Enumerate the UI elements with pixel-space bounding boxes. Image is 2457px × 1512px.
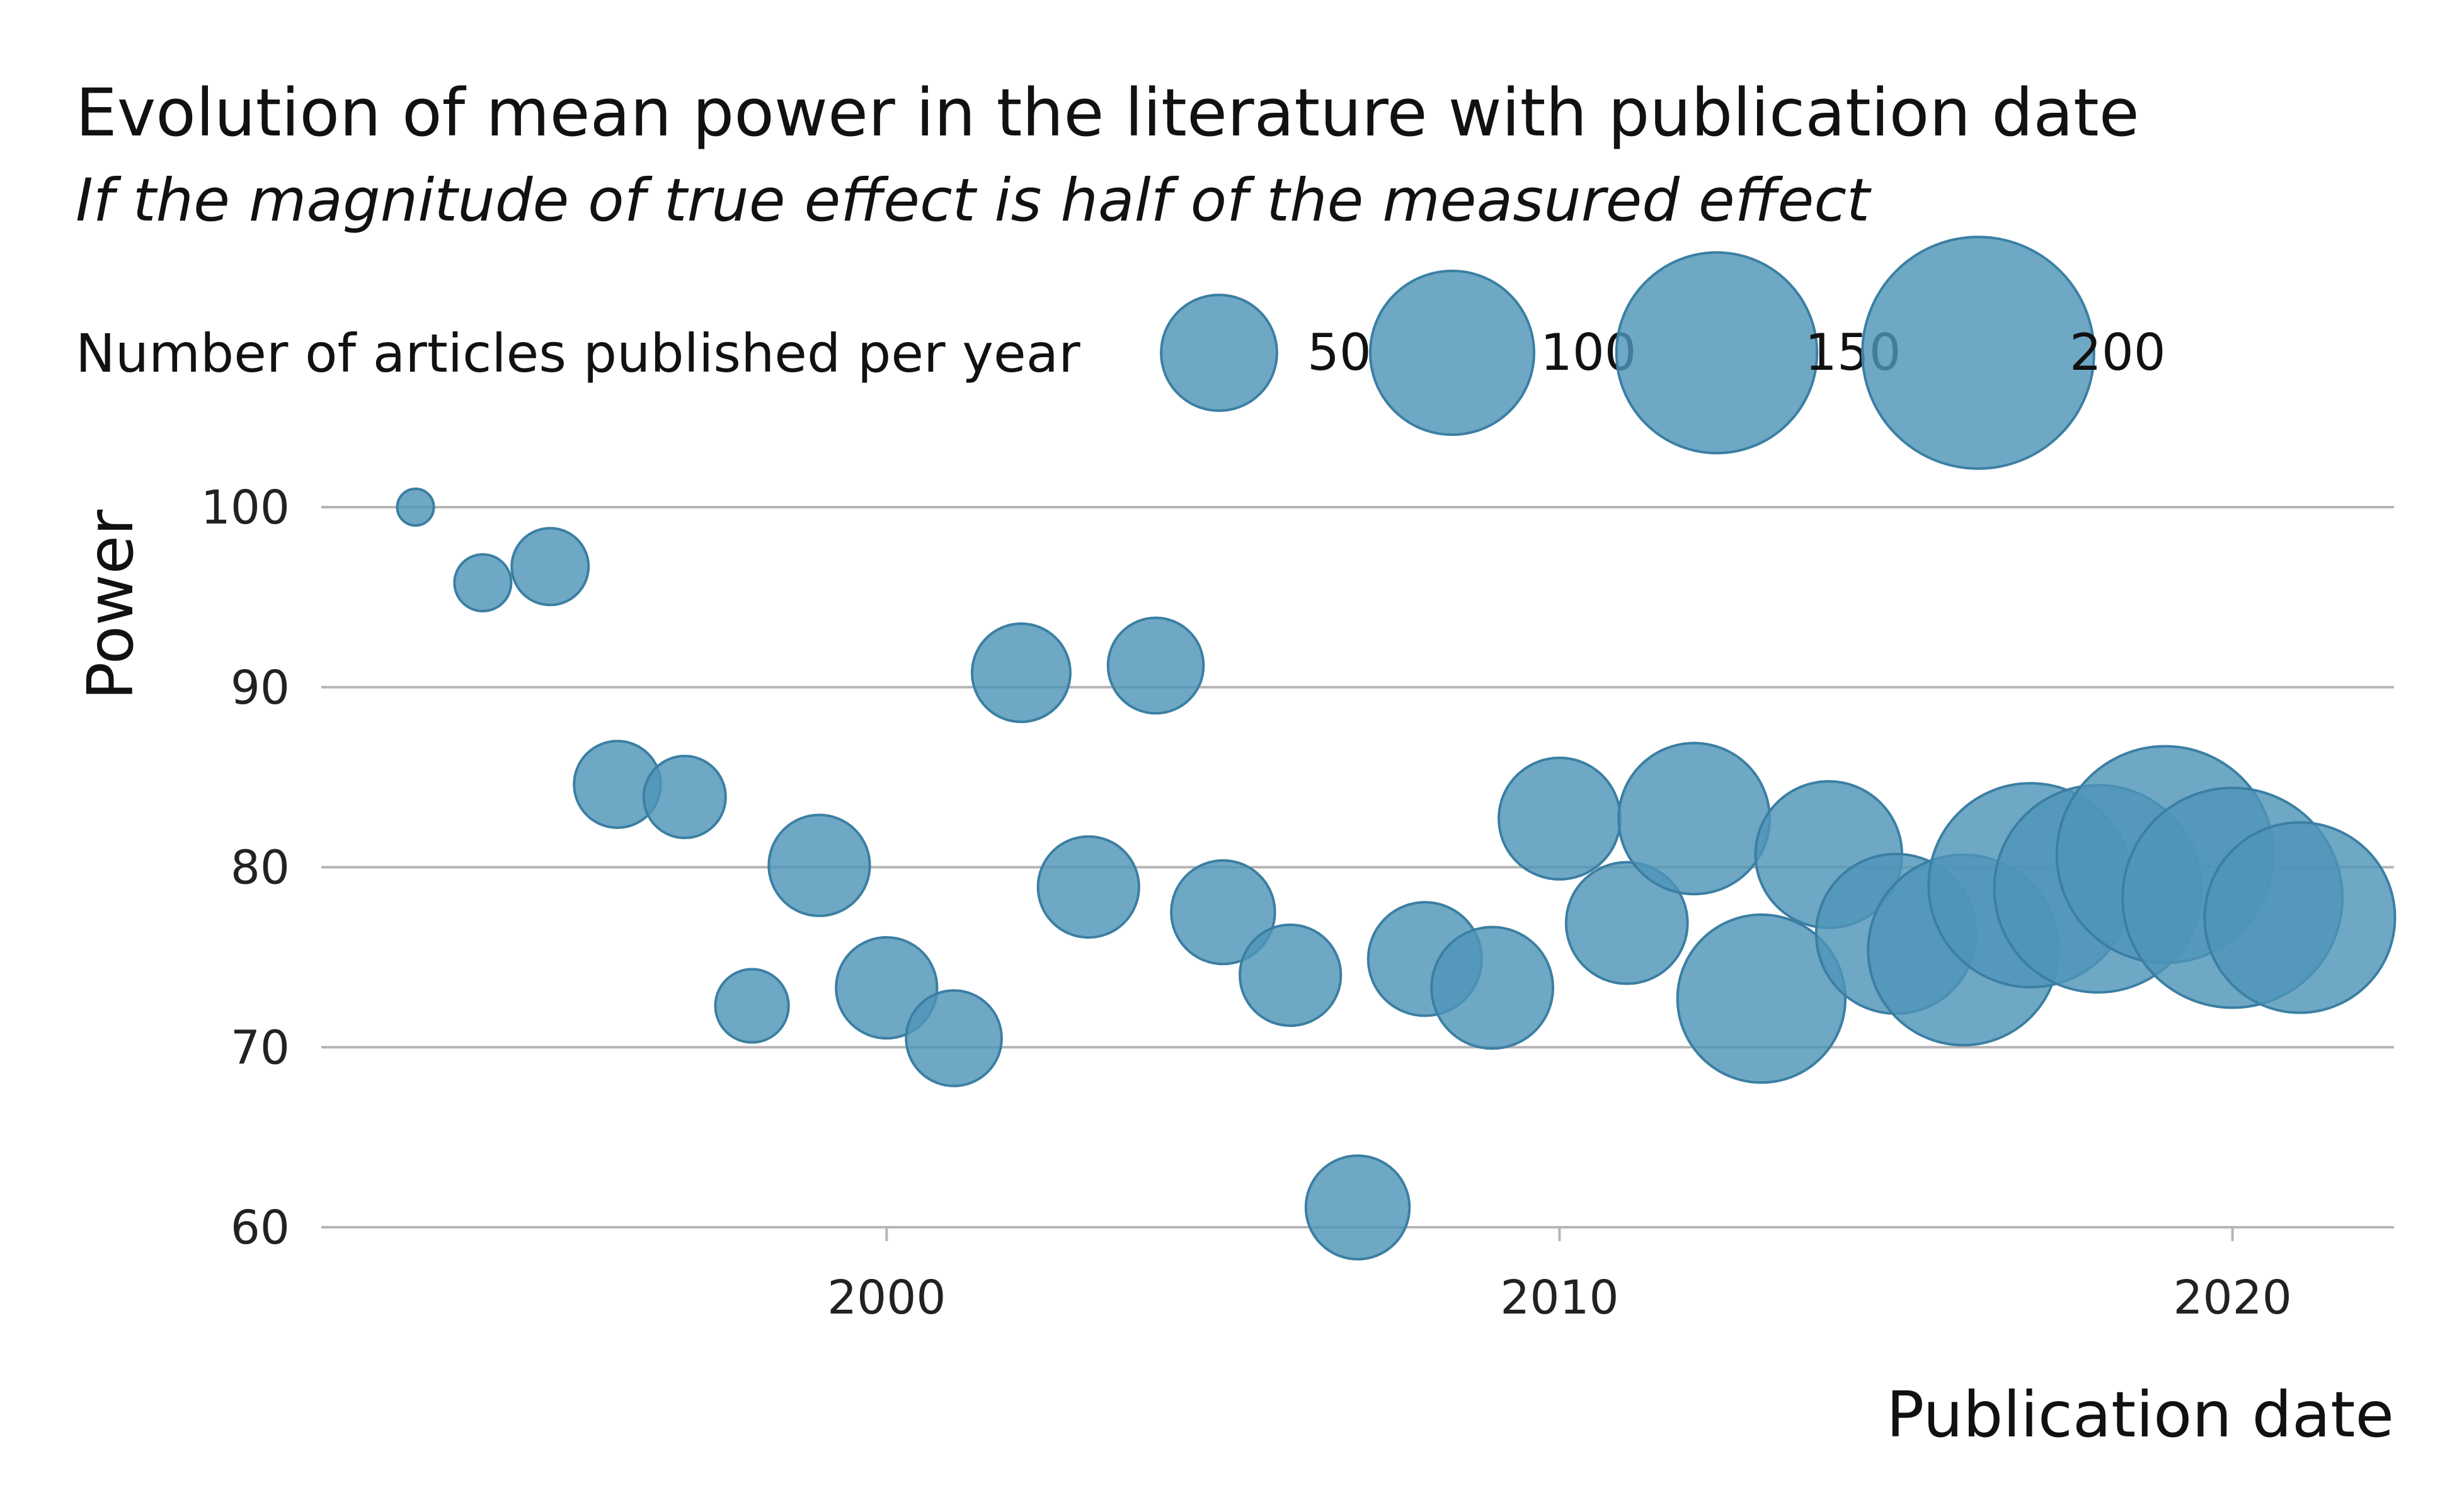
data-points — [396, 487, 2397, 1261]
legend-label-200: 200 — [2070, 323, 2166, 382]
y-tick-label-60: 60 — [231, 1201, 290, 1255]
legend-key-150 — [1615, 251, 1819, 455]
point-2010 — [1498, 756, 1622, 881]
legend-items: 50 100 150 200 — [1160, 236, 2166, 470]
point-2004 — [1106, 616, 1205, 715]
point-2021 — [2203, 821, 2397, 1014]
point-1994 — [453, 553, 513, 613]
point-2002 — [970, 622, 1072, 723]
point-2001 — [905, 989, 1003, 1087]
point-2013 — [1676, 913, 1847, 1084]
legend-title: Number of articles published per year — [76, 323, 1080, 384]
y-tick-label-90: 90 — [231, 661, 290, 715]
point-2007 — [1304, 1154, 1411, 1261]
point-2011 — [1564, 861, 1689, 985]
size-legend: Number of articles published per year 50… — [76, 236, 2166, 470]
point-2003 — [1036, 835, 1140, 939]
y-tick-label-70: 70 — [231, 1021, 290, 1075]
y-axis-ticks: 60 70 80 90 100 — [201, 481, 290, 1255]
x-tick-label-2000: 2000 — [827, 1271, 946, 1325]
x-axis-ticks: 2000 2010 2020 — [827, 1227, 2292, 1325]
legend-label-50: 50 — [1307, 323, 1372, 382]
point-2005 — [1170, 859, 1276, 966]
y-axis-title: Power — [74, 509, 147, 700]
y-tick-label-80: 80 — [231, 841, 290, 895]
point-1997 — [642, 755, 727, 840]
chart-title: Evolution of mean power in the literatur… — [76, 74, 2139, 151]
point-1999 — [767, 813, 871, 917]
point-2009 — [1430, 925, 1555, 1050]
point-1995 — [510, 527, 590, 607]
x-axis-title: Publication date — [1886, 1378, 2394, 1452]
legend-key-50 — [1160, 294, 1278, 412]
point-2012 — [1617, 742, 1771, 896]
point-1998 — [714, 968, 790, 1044]
x-tick-label-2020: 2020 — [2173, 1271, 2291, 1325]
legend-key-100 — [1369, 270, 1535, 436]
x-tick-label-2010: 2010 — [1500, 1271, 1618, 1325]
chart-subtitle: If the magnitude of true effect is half … — [76, 166, 1872, 235]
y-tick-label-100: 100 — [201, 481, 290, 535]
point-1993 — [396, 487, 435, 527]
point-2006 — [1239, 923, 1343, 1028]
legend-key-200 — [1861, 236, 2095, 470]
